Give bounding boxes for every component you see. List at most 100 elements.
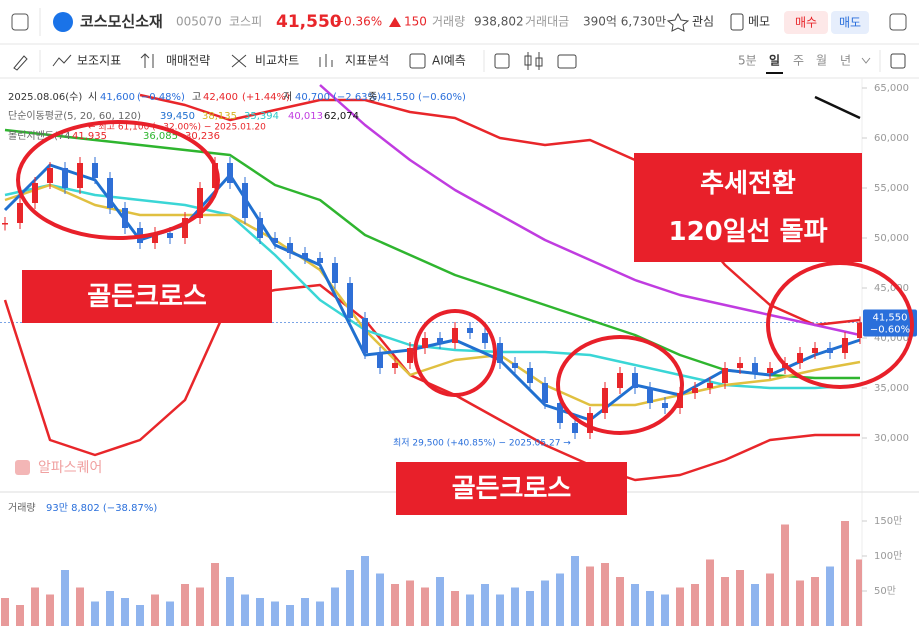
ai-icon[interactable] bbox=[409, 53, 426, 69]
volume-bar bbox=[331, 587, 339, 626]
volume-bar bbox=[796, 580, 804, 626]
legend-value: 62,074 bbox=[324, 111, 359, 122]
highlight-circle bbox=[413, 309, 497, 397]
period-month[interactable]: 월 bbox=[816, 54, 827, 68]
draw-icon[interactable] bbox=[13, 55, 28, 71]
quote-info: 시 bbox=[88, 91, 97, 103]
y-tick-label: 45,000 bbox=[874, 283, 909, 294]
toolbar-strategy[interactable]: 매매전략 bbox=[166, 54, 210, 68]
camera-icon[interactable] bbox=[557, 54, 577, 69]
volume-bar bbox=[211, 563, 219, 626]
toolbar-compare[interactable]: 비교차트 bbox=[255, 54, 299, 68]
volume-bar bbox=[526, 591, 534, 626]
quote-info: (−2.63%) bbox=[333, 92, 381, 103]
volume-bar bbox=[646, 591, 654, 626]
period-day[interactable]: 일 bbox=[769, 54, 780, 68]
candle bbox=[737, 363, 743, 368]
low-note: 최저 29,500 (+40.85%) − 2025.05.27 → bbox=[393, 438, 571, 449]
candle bbox=[797, 353, 803, 363]
period-year[interactable]: 년 bbox=[840, 54, 851, 68]
price-badge bbox=[863, 309, 917, 337]
period-dropdown[interactable] bbox=[861, 57, 871, 64]
volume-bar bbox=[631, 584, 639, 626]
sidebar-toggle[interactable] bbox=[11, 13, 29, 31]
volume-bar bbox=[181, 584, 189, 626]
candle bbox=[767, 368, 773, 373]
panel-toggle[interactable] bbox=[889, 13, 907, 31]
volume-bar bbox=[466, 594, 474, 626]
volume-bar bbox=[571, 556, 579, 626]
quote-info: 40,700 bbox=[295, 92, 330, 103]
volume-bar bbox=[241, 594, 249, 626]
volume-bar bbox=[421, 587, 429, 626]
volume-bar bbox=[391, 584, 399, 626]
star-icon[interactable] bbox=[666, 12, 690, 32]
indicator-line bbox=[4, 183, 861, 407]
candle-icon[interactable] bbox=[527, 52, 540, 70]
candle bbox=[452, 328, 458, 343]
volume-bar bbox=[226, 577, 234, 626]
candle bbox=[722, 368, 728, 383]
volume-pane bbox=[1, 521, 862, 626]
highlight-circle bbox=[766, 261, 914, 389]
volume-summary: 93만 8,802 (−38.87%) bbox=[46, 502, 157, 514]
candle bbox=[302, 253, 308, 258]
y-tick-label: 35,000 bbox=[874, 383, 909, 394]
candle bbox=[752, 363, 758, 373]
toolbar-analysis[interactable]: 지표분석 bbox=[345, 54, 389, 68]
quote-info: (−0.48%) bbox=[137, 92, 185, 103]
change: 150 bbox=[404, 15, 427, 29]
indicator-line bbox=[4, 183, 861, 390]
volume-bar bbox=[76, 587, 84, 626]
candle bbox=[152, 233, 158, 243]
legend-label: 단순이동평균(5, 20, 60, 120) bbox=[8, 110, 141, 122]
memo-button[interactable]: 메모 bbox=[748, 15, 770, 29]
memo-icon[interactable] bbox=[730, 13, 744, 31]
volume-bar bbox=[16, 605, 24, 626]
candle bbox=[407, 348, 413, 363]
sell-button-bg[interactable] bbox=[831, 11, 869, 34]
quote-info: 2025.08.06(수) bbox=[8, 91, 82, 103]
indicator-icon[interactable] bbox=[52, 54, 72, 67]
annotation-text: 골든크로스 bbox=[451, 473, 572, 504]
volume-bar bbox=[601, 563, 609, 626]
indicator-line bbox=[814, 95, 861, 120]
buy-button[interactable]: 매수 bbox=[795, 16, 817, 30]
annotation-text: 120일선 돌파 bbox=[668, 216, 828, 247]
legend-value: 36,085 bbox=[143, 131, 178, 142]
candle-icon-body[interactable] bbox=[535, 57, 543, 67]
compare-icon[interactable] bbox=[231, 54, 247, 68]
volume-bar bbox=[361, 556, 369, 626]
fullscreen-icon[interactable] bbox=[890, 53, 906, 69]
toolbar-indicators[interactable]: 보조지표 bbox=[77, 54, 121, 68]
candle bbox=[632, 373, 638, 388]
y-tick-label: 40,000 bbox=[874, 333, 909, 344]
indicator-line bbox=[3, 283, 860, 482]
strategy-icon[interactable] bbox=[140, 53, 154, 68]
volume-title: 거래량 bbox=[8, 502, 36, 514]
candle bbox=[347, 283, 353, 318]
watch-button[interactable]: 관심 bbox=[692, 15, 714, 29]
candle bbox=[857, 322, 862, 338]
volume-bar bbox=[586, 566, 594, 626]
select-icon[interactable] bbox=[494, 53, 510, 69]
candle bbox=[122, 208, 128, 228]
candle bbox=[317, 258, 323, 263]
stock-name: 코스모신소재 bbox=[80, 13, 163, 31]
period-5min[interactable]: 5분 bbox=[738, 54, 757, 68]
annotation-box: 골든크로스 bbox=[22, 270, 272, 323]
candle bbox=[557, 403, 563, 423]
sell-button[interactable]: 매도 bbox=[839, 16, 861, 30]
volume-bar bbox=[721, 577, 729, 626]
buy-button-bg[interactable] bbox=[784, 11, 828, 34]
volume-bar bbox=[691, 584, 699, 626]
volume-bar bbox=[91, 601, 99, 626]
candle-icon-body[interactable] bbox=[524, 55, 532, 66]
annotation-box: 골든크로스 bbox=[396, 462, 627, 515]
candle bbox=[467, 328, 473, 333]
period-week[interactable]: 주 bbox=[793, 54, 804, 68]
toolbar-ai[interactable]: AI예측 bbox=[432, 54, 466, 68]
analysis-icon[interactable] bbox=[319, 54, 333, 67]
indicator-line bbox=[4, 128, 860, 380]
market: 코스피 bbox=[229, 15, 262, 29]
